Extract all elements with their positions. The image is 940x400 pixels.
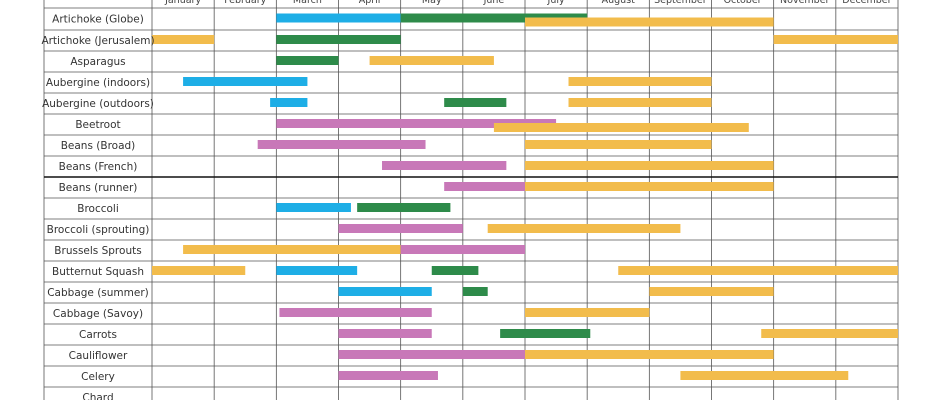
month-label-march: March: [293, 0, 322, 6]
bar-sow-outdoors: [338, 371, 438, 380]
bar-sow-indoors: [276, 266, 358, 275]
crop-label: Beans (runner): [59, 182, 138, 194]
bar-harvest: [773, 35, 898, 44]
bar-harvest: [525, 308, 650, 317]
bar-harvest: [680, 371, 849, 380]
bar-harvest: [493, 123, 749, 132]
crop-label: Butternut Squash: [52, 266, 144, 278]
crop-label: Cabbage (summer): [47, 287, 149, 299]
bar-plant-out: [462, 287, 488, 296]
bar-harvest: [183, 245, 401, 254]
bar-sow-outdoors: [338, 350, 525, 359]
bar-sow-outdoors: [444, 182, 525, 191]
crop-label: Beans (Broad): [61, 140, 136, 152]
bar-sow-outdoors: [338, 329, 432, 338]
crop-label: Beans (French): [59, 161, 138, 173]
crop-label: Beetroot: [75, 119, 120, 131]
crop-label: Asparagus: [70, 56, 125, 68]
month-label-october: October: [724, 0, 762, 6]
bar-harvest: [568, 98, 712, 107]
bar-sow-indoors: [276, 13, 401, 23]
bar-sow-outdoors: [400, 245, 525, 254]
grid-layer: [43, 0, 899, 400]
month-label-may: May: [422, 0, 442, 6]
month-label-july: July: [547, 0, 565, 6]
bar-plant-out: [500, 329, 591, 338]
bar-plant-out: [444, 98, 507, 107]
bar-plant-out: [400, 13, 588, 23]
bar-harvest: [525, 161, 774, 170]
bar-sow-outdoors: [276, 119, 557, 128]
month-label-november: November: [780, 0, 830, 6]
bar-sow-indoors: [183, 77, 308, 86]
month-label-september: September: [654, 0, 707, 6]
bar-harvest: [152, 266, 246, 275]
crop-label: Artichoke (Jerusalem): [41, 35, 154, 47]
bar-plant-out: [276, 35, 401, 44]
bar-harvest: [649, 287, 774, 296]
month-label-december: December: [842, 0, 891, 6]
bar-harvest: [525, 182, 774, 191]
bar-plant-out: [357, 203, 451, 212]
bar-sow-outdoors: [279, 308, 432, 317]
crop-label: Celery: [81, 371, 115, 383]
crop-label: Broccoli: [77, 203, 119, 215]
bar-sow-outdoors: [257, 140, 426, 149]
bar-harvest: [525, 140, 712, 149]
crop-label: Chard: [82, 392, 113, 400]
crop-label: Carrots: [79, 329, 117, 341]
bar-sow-indoors: [276, 203, 351, 212]
bar-harvest: [525, 350, 774, 359]
bar-sow-indoors: [338, 287, 432, 296]
crop-label: Aubergine (outdoors): [42, 98, 154, 110]
bar-harvest: [761, 329, 898, 338]
month-label-february: February: [224, 0, 266, 6]
bar-plant-out: [431, 266, 479, 275]
bar-sow-outdoors: [382, 161, 507, 170]
bar-harvest: [369, 56, 494, 65]
bar-layer: [152, 13, 898, 380]
crop-label: Broccoli (sprouting): [47, 224, 150, 236]
bar-harvest: [568, 77, 712, 86]
bar-harvest: [152, 35, 215, 44]
label-layer: January February March April May June July Augu…: [41, 0, 891, 400]
crop-label: Cabbage (Savoy): [53, 308, 143, 320]
bar-sow-outdoors: [338, 224, 463, 233]
crop-label: Brussels Sprouts: [54, 245, 141, 257]
crop-label: Aubergine (indoors): [46, 77, 150, 89]
bar-harvest: [525, 17, 774, 27]
bar-sow-indoors: [270, 98, 308, 107]
crop-label: Artichoke (Globe): [52, 14, 144, 26]
month-label-april: April: [359, 0, 381, 6]
month-label-january: January: [164, 0, 201, 6]
crop-label: Cauliflower: [69, 350, 128, 362]
bar-harvest: [487, 224, 681, 233]
bar-plant-out: [276, 56, 339, 65]
month-label-june: June: [483, 0, 505, 6]
month-label-august: August: [602, 0, 636, 6]
bar-harvest: [618, 266, 898, 275]
